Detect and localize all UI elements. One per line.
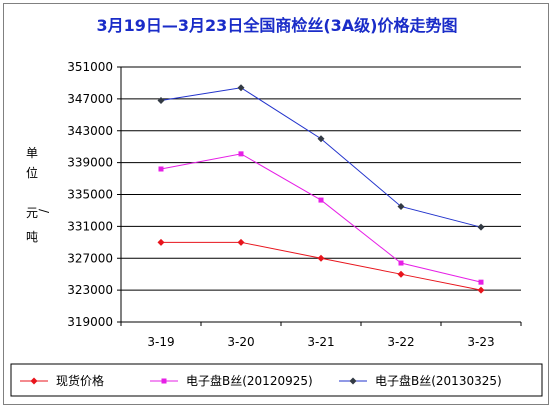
data-point [477, 223, 485, 231]
data-point [478, 279, 484, 285]
data-point [397, 202, 405, 210]
data-point [238, 151, 244, 157]
chart-title: 3月19日—3月23日全国商检丝(3A级)价格走势图 [97, 16, 458, 35]
x-tick-label: 3-19 [147, 335, 174, 349]
y-tick-label: 335000 [67, 188, 113, 202]
series-1 [157, 238, 485, 294]
y-tick-label: 319000 [67, 315, 113, 329]
x-tick-label: 3-23 [467, 335, 494, 349]
legend-item: 电子盘B丝(20130325) [339, 373, 502, 388]
legend-label: 电子盘B丝(20130325) [375, 373, 502, 388]
x-axis-ticks: 3-19 3-20 3-21 3-22 3-23 [120, 322, 522, 349]
data-point [398, 260, 404, 266]
data-point [477, 286, 485, 294]
legend-label: 现货价格 [56, 373, 104, 388]
y-axis-label-char: 吨 [26, 230, 38, 244]
data-point [397, 270, 405, 278]
legend-swatch-marker [349, 377, 357, 385]
data-point [318, 197, 324, 203]
y-tick-label: 343000 [67, 124, 113, 138]
series-line [161, 241, 482, 291]
gridlines [121, 66, 521, 323]
legend-label: 电子盘B丝(20120925) [186, 373, 313, 388]
series-3 [157, 84, 485, 231]
x-tick-label: 3-20 [227, 335, 254, 349]
chart-frame: 3月19日—3月23日全国商检丝(3A级)价格走势图 351000 347000 3… [3, 3, 549, 405]
y-axis-ticks: 351000 347000 343000 339000 335000 331000 3270… [67, 60, 122, 329]
y-axis-label-char: 元 [26, 206, 38, 220]
y-axis-label-char: 单 [26, 146, 38, 160]
data-point [317, 135, 325, 143]
data-point [237, 84, 245, 92]
y-tick-label: 323000 [67, 283, 113, 297]
y-tick-label: 351000 [67, 60, 113, 74]
y-axis-label-char: / [37, 209, 51, 214]
y-tick-label: 347000 [67, 92, 113, 106]
legend-swatch-marker [30, 377, 38, 385]
legend-item: 现货价格 [20, 373, 104, 388]
data-point [157, 238, 165, 246]
data-point [158, 166, 164, 172]
series-2 [158, 151, 484, 285]
x-tick-label: 3-22 [387, 335, 414, 349]
data-point [317, 254, 325, 262]
y-tick-label: 327000 [67, 251, 113, 265]
chart-canvas: 3月19日—3月23日全国商检丝(3A级)价格走势图 3510003470003… [10, 16, 543, 397]
legend: 现货价格 电子盘B丝(20120925) 电子盘B丝(20130325) [10, 363, 543, 397]
y-axis-label: 单 位 元 / 吨 [26, 146, 51, 244]
data-point [237, 238, 245, 246]
series-lines [157, 84, 485, 294]
series-line [160, 87, 482, 228]
legend-item: 电子盘B丝(20120925) [150, 373, 313, 388]
series-line [160, 153, 482, 283]
legend-swatch-marker [161, 378, 167, 384]
y-axis-label-char: 位 [26, 165, 38, 180]
data-point [157, 96, 165, 104]
legend-box [10, 363, 543, 397]
y-tick-label: 331000 [67, 219, 113, 233]
y-tick-label: 339000 [67, 156, 113, 170]
x-tick-label: 3-21 [307, 335, 334, 349]
